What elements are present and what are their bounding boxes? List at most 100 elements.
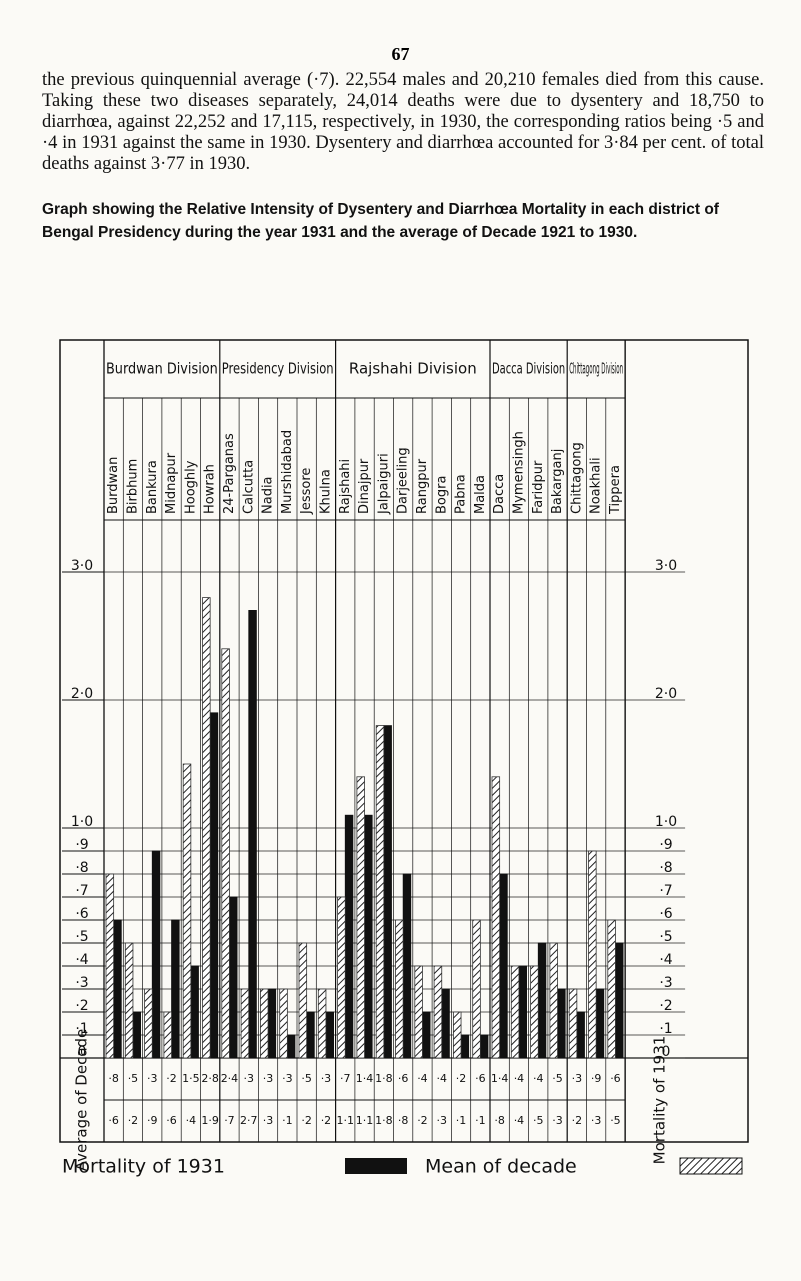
category-label: 24-Parganas [222, 433, 237, 514]
y-tick-label: 1·0 [71, 814, 93, 830]
year-bar [190, 965, 199, 1059]
table-value: ·4 [186, 1114, 197, 1127]
category-label: Rajshahi [338, 459, 353, 514]
table-value: 1·4 [491, 1072, 509, 1085]
category-label: Chittagong [569, 442, 584, 514]
table-value: ·3 [244, 1072, 255, 1085]
category-label: Calcutta [241, 460, 256, 514]
table-value: ·3 [437, 1114, 448, 1127]
table-value: ·2 [301, 1114, 312, 1127]
year-bar [286, 1034, 296, 1059]
category-label: Dacca [492, 474, 507, 514]
table-value: ·9 [147, 1114, 158, 1127]
table-value: ·3 [591, 1114, 602, 1127]
category-label: Noakhali [589, 457, 604, 514]
y-tick-label: ·2 [659, 998, 672, 1014]
decade-bar [472, 919, 481, 1059]
decade-bar [221, 648, 230, 1059]
table-value: ·4 [417, 1072, 428, 1085]
table-value: 1·8 [375, 1114, 393, 1127]
table-value: ·1 [282, 1114, 293, 1127]
table-value: ·6 [610, 1072, 621, 1085]
category-label: Howrah [203, 464, 218, 514]
legend-label: Mortality of 1931 [62, 1156, 225, 1178]
y-tick-label: 3·0 [71, 558, 93, 574]
table-value: ·3 [321, 1072, 332, 1085]
decade-bar [588, 850, 597, 1059]
y-tick-label: ·7 [659, 883, 672, 899]
table-value: 1·1 [356, 1114, 374, 1127]
table-value: ·4 [514, 1072, 525, 1085]
table-value: 2·7 [240, 1114, 258, 1127]
table-value: ·5 [128, 1072, 139, 1085]
y-tick-label: ·3 [659, 975, 672, 991]
table-value: ·4 [437, 1072, 448, 1085]
decade-bar [279, 988, 288, 1059]
y-tick-label: ·8 [75, 860, 88, 876]
y-tick-label: 0 [662, 1044, 671, 1060]
decade-bar [337, 896, 346, 1059]
category-label: Midnapur [164, 452, 179, 514]
year-bar [229, 896, 238, 1059]
decade-bar [163, 1011, 172, 1059]
division-label: Chittagong Division [569, 360, 623, 378]
decade-bar [433, 965, 443, 1059]
y-tick-label: ·8 [659, 860, 672, 876]
division-label: Rajshahi Division [349, 360, 477, 378]
table-value: ·4 [533, 1072, 544, 1085]
year-bar [383, 725, 392, 1059]
category-label: Tippera [608, 465, 623, 515]
table-value: ·4 [514, 1114, 525, 1127]
category-label: Burdwan [106, 457, 121, 514]
decade-bar [375, 725, 385, 1059]
decade-bar [356, 776, 365, 1059]
category-label: Nadia [261, 476, 276, 514]
table-value: 2·4 [221, 1072, 239, 1085]
y-tick-label: ·2 [75, 998, 88, 1014]
year-bar [209, 712, 219, 1059]
table-value: ·5 [301, 1072, 312, 1085]
table-value: ·7 [340, 1072, 351, 1085]
y-tick-label: ·1 [659, 1021, 672, 1037]
decade-bar [202, 597, 211, 1059]
table-value: 1·5 [182, 1072, 200, 1085]
table-value: ·7 [224, 1114, 235, 1127]
year-bar [441, 988, 450, 1059]
chart-title: Graph showing the Relative Intensity of … [42, 201, 719, 241]
decade-bar [530, 965, 539, 1059]
year-bar [132, 1011, 141, 1059]
y-tick-label: ·4 [659, 952, 672, 968]
y-tick-label: 1·0 [655, 814, 677, 830]
year-bar [267, 988, 277, 1059]
table-value: ·6 [108, 1114, 119, 1127]
decade-bar [144, 988, 153, 1059]
table-value: ·3 [263, 1072, 274, 1085]
division-label: Dacca Division [492, 360, 565, 378]
decade-bar [414, 965, 423, 1059]
category-label: Darjeeling [396, 447, 411, 514]
table-value: ·5 [552, 1072, 563, 1085]
year-bar [595, 988, 605, 1059]
category-label: Jessore [299, 468, 314, 515]
decade-bar [510, 965, 520, 1059]
y-tick-label: ·5 [75, 929, 88, 945]
table-value: ·1 [456, 1114, 467, 1127]
category-label: Faridpur [531, 460, 546, 514]
year-bar [364, 814, 373, 1059]
table-value: 1·8 [375, 1072, 393, 1085]
table-value: ·3 [263, 1114, 274, 1127]
decade-bar [240, 988, 250, 1059]
table-value: ·3 [147, 1072, 158, 1085]
decade-bar [317, 988, 327, 1059]
table-value: 1·9 [201, 1114, 219, 1127]
year-bar [306, 1011, 315, 1059]
legend-swatch [679, 1157, 743, 1175]
table-value: ·9 [591, 1072, 602, 1085]
category-label: Dinajpur [357, 458, 372, 514]
year-bar [402, 873, 412, 1059]
y-tick-label: ·5 [659, 929, 672, 945]
year-bar [518, 965, 528, 1059]
table-value: ·5 [533, 1114, 544, 1127]
y-tick-label: ·9 [659, 837, 672, 853]
